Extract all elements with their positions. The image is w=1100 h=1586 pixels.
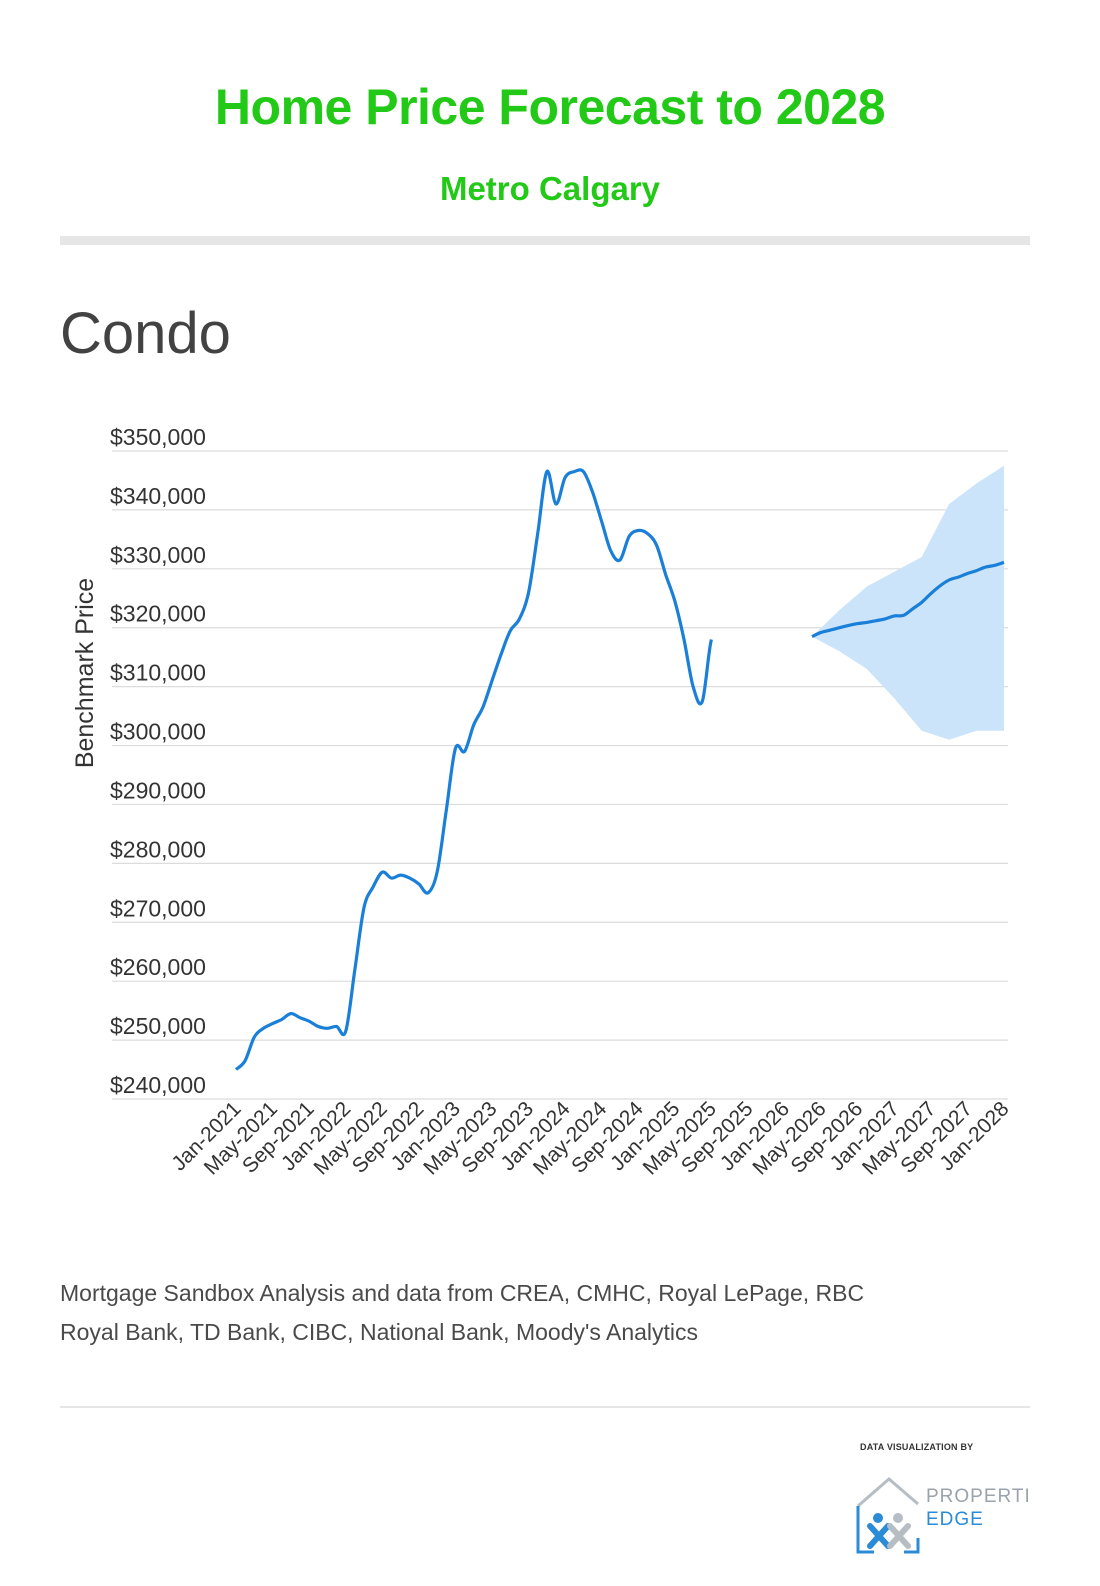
y-tick-label: $290,000 — [110, 777, 206, 803]
logo-word-properti: PROPERTI — [926, 1486, 1031, 1507]
source-note: Mortgage Sandbox Analysis and data from … — [60, 1274, 960, 1352]
y-tick-label: $340,000 — [110, 483, 206, 509]
logo-word-edge: EDGE — [926, 1509, 984, 1530]
price-line — [234, 468, 713, 1071]
source-line-2: Royal Bank, TD Bank, CIBC, National Bank… — [60, 1319, 699, 1345]
y-axis-label: Benchmark Price — [71, 578, 99, 768]
y-axis-ticks: $240,000 $250,000 $260,000 $270,000 $280,000… — [110, 424, 206, 1098]
y-tick-label: $250,000 — [110, 1013, 206, 1039]
y-tick-label: $320,000 — [110, 601, 206, 627]
credit-label: DATA VISUALIZATION BY — [860, 1442, 974, 1452]
chart-title: Home Price Forecast to 2028 — [214, 79, 886, 135]
header-divider — [60, 236, 1030, 245]
forecast-range-band — [812, 465, 1004, 740]
y-tick-label: $260,000 — [110, 954, 206, 980]
chart-subtitle: Metro Calgary — [439, 170, 661, 207]
properti-edge-logo[interactable] — [852, 1454, 1022, 1564]
y-tick-label: $300,000 — [110, 719, 206, 745]
source-line-1: Mortgage Sandbox Analysis and data from … — [60, 1280, 865, 1306]
footer-divider — [60, 1406, 1030, 1408]
y-tick-label: $330,000 — [110, 542, 206, 568]
y-tick-label: $280,000 — [110, 836, 206, 862]
y-tick-label: $240,000 — [110, 1072, 206, 1098]
y-tick-label: $350,000 — [110, 424, 206, 450]
x-axis-ticks: Jan-2021May-2021Sep-2021Jan-2022May-2022… — [167, 1097, 1013, 1180]
property-type-heading: Condo — [60, 301, 231, 366]
y-tick-label: $310,000 — [110, 660, 206, 686]
forecast-line — [811, 560, 1005, 639]
gridlines — [112, 450, 1008, 1100]
y-tick-label: $270,000 — [110, 895, 206, 921]
price-chart: $240,000 $250,000 $260,000 $270,000 $280,000… — [71, 424, 1014, 1180]
